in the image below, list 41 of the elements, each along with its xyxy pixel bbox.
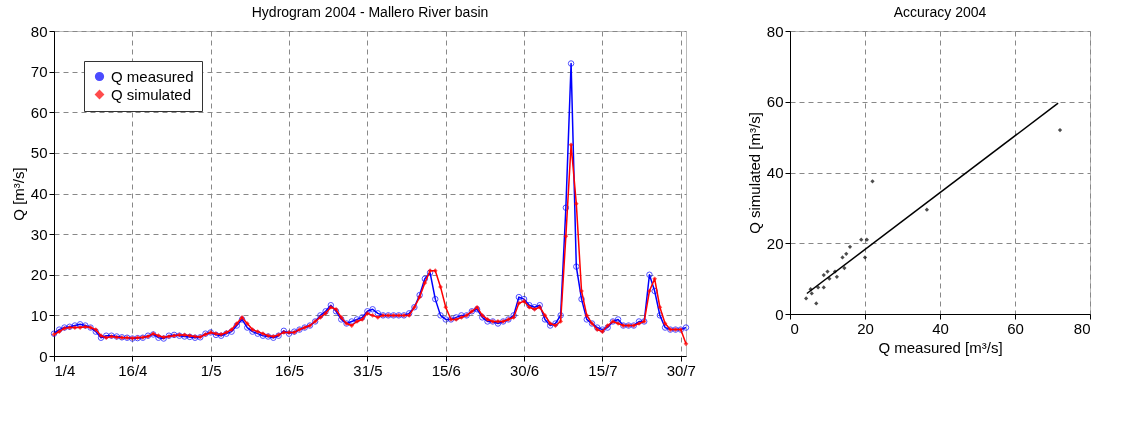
chart-title: Accuracy 2004 [893,4,987,20]
y-tick-label: 20 [30,266,48,284]
y-tick-label: 50 [30,144,48,162]
y-axis-title: Q simulated [m³/s] [745,112,763,234]
chart-title: Hydrogram 2004 - Mallero River basin [251,4,489,20]
x-tick-label: 60 [1007,319,1024,337]
x-tick-label: 30/7 [666,361,696,379]
y-tick-label: 80 [30,22,48,40]
point [834,274,839,279]
x-tick-label: 31/5 [353,361,383,379]
x-tick-label: 15/6 [431,361,461,379]
point [844,251,849,256]
x-tick-label: 16/4 [118,361,148,379]
point [840,255,845,260]
y-tick-label: 80 [766,22,784,40]
y-tick-label: 0 [39,347,48,365]
x-tick-label: 1/4 [54,361,76,379]
point [1057,127,1063,133]
y-tick-label: 70 [30,63,48,81]
y-tick-label: 10 [30,306,48,324]
x-tick-label: 15/7 [588,361,618,379]
x-tick-label: 1/5 [200,361,222,379]
x-tick-label: 20 [857,319,874,337]
y-tick-label: 40 [30,185,48,202]
point [825,269,830,274]
x-tick-label: 80 [1073,319,1091,337]
legend-label: Q simulated [111,85,192,103]
y-tick-label: 40 [766,164,784,181]
y-tick-label: 0 [775,305,784,323]
x-tick-label: 30/6 [509,361,540,379]
point [859,237,864,242]
x-tick-label: 0 [790,319,799,337]
y-tick-label: 20 [766,234,784,252]
y-tick-label: 60 [30,103,48,121]
x-tick-label: 16/5 [274,361,305,379]
legend-label: Q measured [111,67,194,85]
x-tick-label: 40 [932,319,949,337]
y-tick-label: 60 [766,93,784,111]
x-axis-title: Q measured [m³/s] [878,338,1003,356]
y-axis-title: Q [m³/s] [9,167,27,221]
y-tick-label: 30 [30,225,48,243]
